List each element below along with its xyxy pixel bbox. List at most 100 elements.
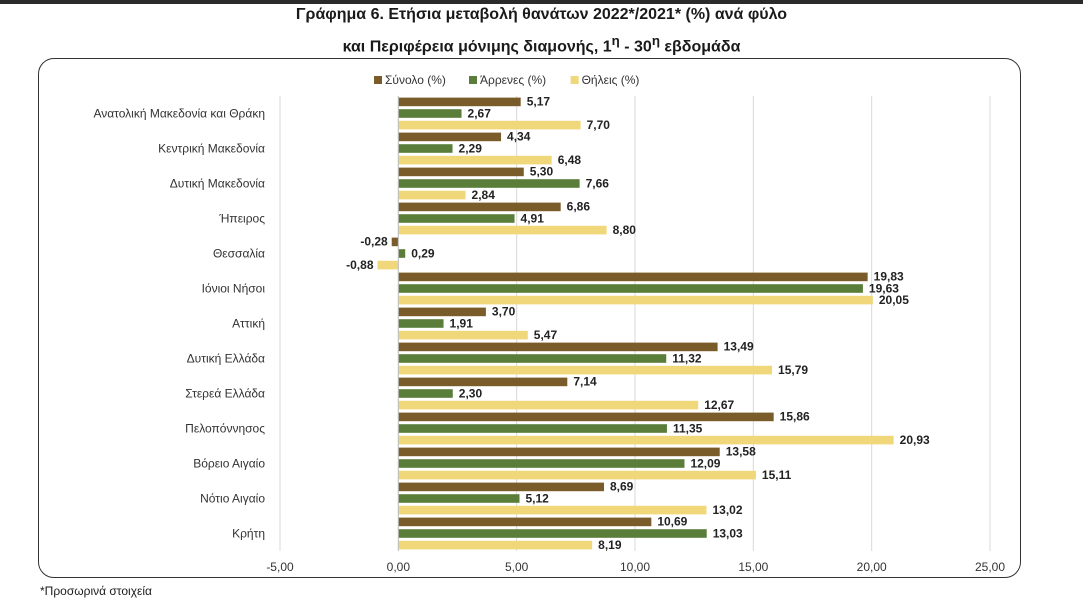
legend-label: Σύνολο (%) [385,73,446,87]
subtitle-sup-2: η [651,33,660,48]
bar [398,330,528,340]
bar [398,424,667,433]
top-rule [0,0,1083,4]
bar [398,167,524,177]
data-label: 12,67 [704,398,734,412]
category-label: Στερεά Ελλάδα [185,387,265,401]
data-label: 11,35 [673,421,703,435]
bar [398,225,607,235]
bar [398,109,462,118]
bar [398,179,580,188]
category-label: Κρήτη [232,527,265,541]
bar [398,447,720,457]
data-label: 4,34 [507,130,531,144]
bar [398,319,444,328]
data-label: 12,09 [690,456,720,470]
subtitle-end: εβδομάδα [659,38,741,56]
category-label: Πελοπόννησος [185,422,265,436]
chart-subtitle: και Περιφέρεια μόνιμης διαμονής, 1η - 30… [0,33,1083,56]
data-label: 5,30 [530,165,554,179]
x-tick-label: 25,00 [975,560,1005,574]
data-label: 8,19 [598,538,622,552]
bar [398,482,604,492]
bar [398,249,406,258]
category-label: Ιόνιοι Νήσοι [202,282,266,296]
bar [398,144,453,153]
footnote: *Προσωρινά στοιχεία [40,584,152,598]
data-label: 13,03 [713,526,743,540]
bar [398,505,707,515]
data-label: -0,28 [360,235,388,249]
data-label: 5,47 [534,328,558,342]
data-label: 19,83 [874,270,904,284]
data-label: 6,48 [558,153,582,167]
bar [398,540,593,550]
bar [398,97,521,107]
legend-label: Άρρενες (%) [480,73,546,87]
legend-swatch [374,76,382,84]
data-label: 8,69 [610,480,634,494]
bar [398,190,466,200]
data-label: 2,84 [472,188,496,202]
data-label: 5,17 [527,95,551,109]
data-label: 6,86 [567,200,591,214]
category-label: Αττική [232,317,265,331]
bar [398,412,774,422]
bar [398,202,561,212]
chart-title: Γράφημα 6. Ετήσια μεταβολή θανάτων 2022*… [295,6,788,23]
bar [398,214,515,223]
legend-swatch [570,76,579,84]
bar [398,354,667,363]
chart-frame [38,58,1021,578]
bar [398,377,568,387]
legend-swatch [469,76,477,84]
bar [398,120,581,130]
data-label: 13,02 [712,503,742,517]
category-label: Δυτική Ελλάδα [187,352,265,366]
bar [398,459,685,468]
bar [398,295,873,305]
category-label: Ήπειρος [218,212,265,226]
category-label: Ανατολική Μακεδονία και Θράκη [93,107,265,121]
bar [398,342,718,352]
data-label: 1,91 [450,316,474,330]
bar [398,517,652,527]
subtitle-text: και Περιφέρεια μόνιμης διαμονής, 1 [342,38,612,56]
data-label: 13,58 [726,445,756,459]
category-label: Νότιο Αιγαίο [200,492,265,506]
data-label: 7,14 [573,375,597,389]
data-label: 4,91 [521,211,545,225]
bar [398,132,502,142]
category-label: Βόρειο Αιγαίο [193,457,265,471]
bar [398,284,863,293]
data-label: 13,49 [724,340,754,354]
data-label: 5,12 [526,491,550,505]
category-label: Δυτική Μακεδονία [170,177,265,191]
data-label: 0,29 [411,246,435,260]
bar [398,365,773,375]
subtitle-sup-1: η [611,33,620,48]
data-label: 15,79 [778,363,808,377]
bar [398,272,868,282]
bar [398,435,894,445]
data-label: 2,30 [459,386,483,400]
data-label: 15,86 [780,410,810,424]
data-label: 20,93 [900,433,930,447]
x-tick-label: 10,00 [620,560,650,574]
data-label: 15,11 [762,468,792,482]
data-label: 11,32 [672,351,702,365]
data-label: 7,66 [586,176,610,190]
bar [398,389,453,398]
subtitle-mid: - 30 [619,38,652,56]
data-label: 2,67 [468,106,492,120]
x-tick-label: -5,00 [266,560,294,574]
data-label: 8,80 [613,223,637,237]
bar [398,470,756,480]
bar [398,155,552,165]
category-label: Θεσσαλία [213,247,265,261]
bar [398,529,707,538]
bar [377,260,399,270]
x-tick-label: 20,00 [857,560,887,574]
x-tick-label: 0,00 [387,560,411,574]
